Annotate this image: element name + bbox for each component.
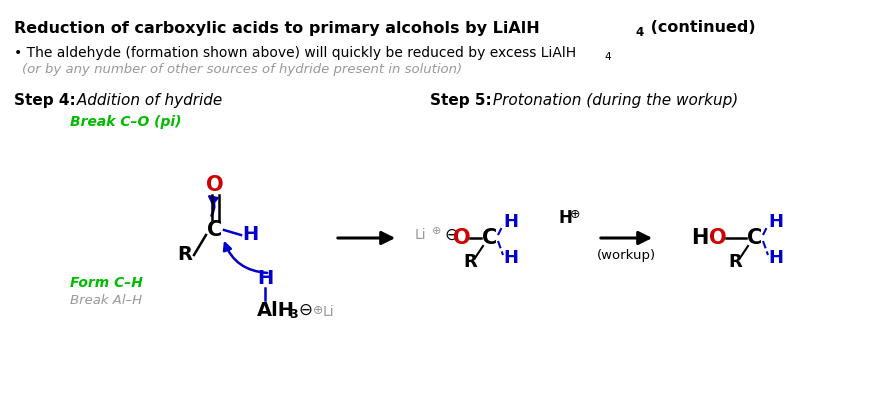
Text: Li: Li bbox=[415, 228, 427, 242]
FancyArrowPatch shape bbox=[224, 243, 268, 273]
Text: ⊕: ⊕ bbox=[570, 208, 580, 221]
Text: H: H bbox=[768, 249, 783, 267]
Text: R: R bbox=[728, 253, 742, 271]
Text: Break Al–H: Break Al–H bbox=[70, 293, 142, 307]
Text: O: O bbox=[453, 228, 470, 248]
Text: H: H bbox=[558, 209, 572, 227]
Text: Addition of hydride: Addition of hydride bbox=[72, 93, 222, 107]
FancyArrowPatch shape bbox=[338, 232, 392, 244]
Text: (or by any number of other sources of hydride present in solution): (or by any number of other sources of hy… bbox=[22, 63, 462, 76]
Text: 4: 4 bbox=[635, 27, 643, 40]
Text: Li: Li bbox=[323, 305, 335, 319]
Text: O: O bbox=[709, 228, 727, 248]
Text: ⊖: ⊖ bbox=[298, 301, 312, 319]
Text: R: R bbox=[463, 253, 477, 271]
Text: O: O bbox=[206, 175, 224, 195]
Text: Protonation (during the workup): Protonation (during the workup) bbox=[488, 93, 738, 107]
Text: H: H bbox=[768, 213, 783, 231]
Text: Step 4:: Step 4: bbox=[14, 93, 75, 107]
Text: AlH: AlH bbox=[257, 301, 295, 320]
Text: • The aldehyde (formation shown above) will quickly be reduced by excess LiAlH: • The aldehyde (formation shown above) w… bbox=[14, 46, 576, 60]
Text: H: H bbox=[242, 225, 258, 244]
Text: Reduction of carboxylic acids to primary alcohols by LiAlH: Reduction of carboxylic acids to primary… bbox=[14, 21, 540, 36]
Text: C: C bbox=[482, 228, 498, 248]
Text: Step 5:: Step 5: bbox=[430, 93, 492, 107]
Text: 4: 4 bbox=[604, 52, 610, 62]
Text: H: H bbox=[257, 269, 273, 288]
Text: R: R bbox=[177, 246, 192, 265]
Text: ⊕: ⊕ bbox=[313, 303, 323, 316]
FancyArrowPatch shape bbox=[209, 196, 217, 216]
Text: C: C bbox=[748, 228, 763, 248]
Text: (continued): (continued) bbox=[645, 21, 756, 36]
Text: ⊖: ⊖ bbox=[444, 226, 458, 244]
Text: 3: 3 bbox=[289, 309, 298, 322]
Text: C: C bbox=[207, 220, 222, 240]
Text: H: H bbox=[691, 228, 709, 248]
Text: (workup): (workup) bbox=[596, 248, 656, 261]
Text: Break C–O (pi): Break C–O (pi) bbox=[70, 115, 182, 129]
Text: H: H bbox=[503, 249, 518, 267]
FancyArrowPatch shape bbox=[601, 232, 649, 244]
Text: H: H bbox=[503, 213, 518, 231]
Text: Form C–H: Form C–H bbox=[70, 276, 143, 290]
Text: ⊕: ⊕ bbox=[432, 226, 441, 236]
